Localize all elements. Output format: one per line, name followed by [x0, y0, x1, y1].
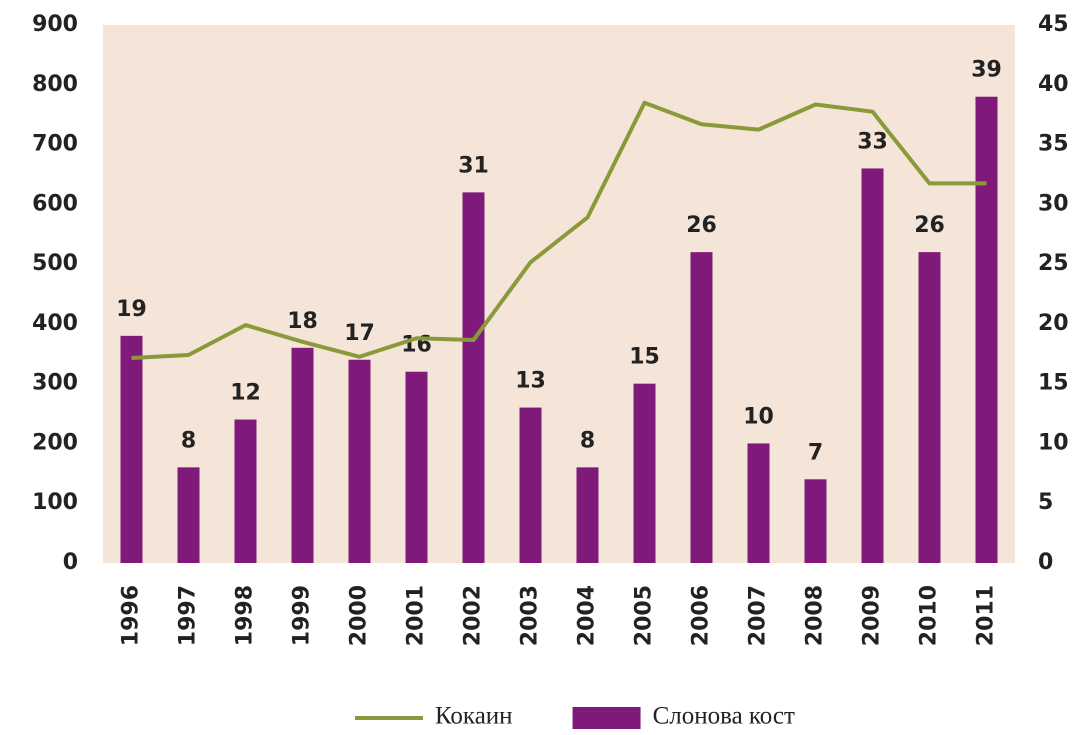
- y-tick-label: 500: [32, 251, 78, 276]
- bar: [918, 252, 941, 563]
- y-tick-label: 400: [32, 311, 78, 336]
- data-label: 7: [808, 440, 823, 465]
- data-label: 31: [458, 153, 489, 178]
- data-label: 39: [971, 58, 1002, 83]
- data-label: 10: [743, 404, 774, 429]
- y2-tick-label: 15: [1038, 371, 1069, 396]
- y-tick-label: 600: [32, 191, 78, 216]
- x-tick-label: 2011: [974, 585, 999, 646]
- data-label: 8: [181, 428, 196, 453]
- x-tick-label: 2010: [917, 585, 942, 646]
- bar: [519, 407, 542, 563]
- x-tick-label: 2004: [575, 585, 600, 646]
- bar: [861, 168, 884, 563]
- legend-swatch: [572, 707, 641, 729]
- data-label: 8: [580, 428, 595, 453]
- bar: [348, 359, 371, 563]
- data-label: 19: [116, 297, 147, 322]
- x-tick-label: 2006: [689, 585, 714, 646]
- bar: [234, 419, 257, 563]
- bar: [690, 252, 713, 563]
- bar: [405, 371, 428, 563]
- y2-tick-label: 5: [1038, 490, 1053, 515]
- y2-tick-label: 45: [1038, 12, 1069, 37]
- x-tick-label: 2007: [746, 585, 771, 646]
- bar: [462, 192, 485, 563]
- bar: [633, 383, 656, 563]
- data-label: 12: [230, 381, 261, 406]
- x-tick-label: 2005: [632, 585, 657, 646]
- y2-tick-label: 25: [1038, 251, 1069, 276]
- bar: [576, 467, 599, 563]
- x-tick-label: 2008: [803, 585, 828, 646]
- y2-tick-label: 40: [1038, 72, 1069, 97]
- data-label: 18: [287, 309, 318, 334]
- bar: [291, 347, 314, 563]
- x-tick-label: 2002: [461, 585, 486, 646]
- y2-tick-label: 20: [1038, 311, 1069, 336]
- x-tick-label: 2000: [347, 585, 372, 646]
- x-tick-label: 1998: [233, 585, 258, 646]
- bar: [120, 335, 143, 563]
- y-tick-label: 200: [32, 430, 78, 455]
- data-label: 17: [344, 321, 375, 346]
- x-tick-label: 2001: [404, 585, 429, 646]
- y-tick-label: 100: [32, 490, 78, 515]
- y2-tick-label: 0: [1038, 550, 1053, 575]
- x-tick-label: 1997: [176, 585, 201, 646]
- data-label: 15: [629, 345, 660, 370]
- data-label: 13: [515, 369, 546, 394]
- y-tick-label: 800: [32, 72, 78, 97]
- y-tick-label: 0: [63, 550, 78, 575]
- bar: [177, 467, 200, 563]
- line: [131, 100, 987, 360]
- y-tick-label: 900: [32, 12, 78, 37]
- data-label: 26: [686, 213, 717, 238]
- data-label: 26: [914, 213, 945, 238]
- y-tick-label: 300: [32, 371, 78, 396]
- bar: [804, 479, 827, 563]
- x-tick-label: 1999: [290, 585, 315, 646]
- y2-tick-label: 30: [1038, 191, 1069, 216]
- bar: [975, 96, 998, 563]
- x-tick-label: 1996: [119, 585, 144, 646]
- y2-tick-label: 35: [1038, 132, 1069, 157]
- bar: [747, 443, 770, 563]
- x-tick-label: 2009: [860, 585, 885, 646]
- legend-label: Слонова кост: [653, 703, 795, 730]
- x-tick-label: 2003: [518, 585, 543, 646]
- y2-tick-label: 10: [1038, 430, 1069, 455]
- y-tick-label: 700: [32, 132, 78, 157]
- legend-label: Кокаин: [435, 703, 513, 730]
- data-label: 33: [857, 129, 888, 154]
